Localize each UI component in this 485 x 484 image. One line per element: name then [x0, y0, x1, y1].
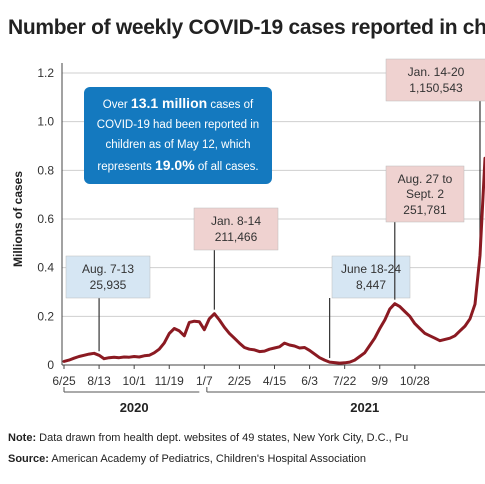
- x-tick-label: 7/22: [333, 374, 357, 388]
- annotation-box: [331, 255, 411, 299]
- annotation-label: Aug. 27 to: [398, 172, 453, 186]
- y-tick-label: 1.2: [37, 66, 54, 80]
- chart-title: Number of weekly COVID-19 cases reported…: [8, 16, 485, 39]
- annotation-label: June 18-24: [341, 262, 401, 276]
- annotation-value: 1,150,543: [409, 81, 463, 95]
- series-line: [62, 156, 485, 365]
- x-tick-label: 2/25: [228, 374, 252, 388]
- y-tick-label: 0.4: [37, 261, 54, 275]
- annotation-box: [65, 255, 151, 299]
- x-tick-label: 1/7: [196, 374, 213, 388]
- year-label: 2021: [350, 400, 379, 415]
- source-line: Source: American Academy of Pediatrics, …: [8, 453, 485, 465]
- annotation-box: [385, 165, 465, 223]
- x-tick-label: 11/19: [155, 374, 184, 388]
- annotation-label: Jan. 8-14: [211, 214, 261, 228]
- annotation-label: Sept. 2: [406, 187, 444, 201]
- year-label: 2020: [120, 400, 149, 415]
- annotation-box: [193, 207, 279, 251]
- annotation-box: [385, 58, 485, 102]
- callout-text-2: cases of: [207, 99, 254, 111]
- line-chart: 0 0.2 0.4 0.6 0.8 1.0 1.2 Millions of cases 6/25…: [11, 58, 485, 415]
- note-text: Data drawn from health dept. websites of…: [36, 432, 409, 444]
- annotation-value: 25,935: [90, 278, 127, 292]
- x-tick-label: 4/15: [263, 374, 287, 388]
- x-tick-label: 8/13: [87, 374, 111, 388]
- callout-percent: 19.0%: [154, 157, 195, 173]
- source-text: American Academy of Pediatrics, Children…: [48, 453, 366, 465]
- note-label: Note:: [8, 432, 37, 444]
- annotation-label: Aug. 7-13: [82, 262, 134, 276]
- y-axis-label: Millions of cases: [11, 171, 25, 267]
- x-tick-label: 10/1: [122, 374, 146, 388]
- y-tick-label: 0.6: [37, 212, 54, 226]
- y-tick-label: 0.2: [37, 309, 54, 323]
- y-tick-label: 0: [47, 358, 54, 372]
- annotation-value: 251,781: [403, 203, 447, 217]
- callout-text-5: represents: [97, 161, 155, 173]
- annotation-value: 211,466: [215, 230, 258, 244]
- y-tick-label: 1.0: [37, 115, 54, 129]
- x-tick-label: 6/3: [301, 374, 318, 388]
- callout-text-3: COVID-19 had been reported in: [96, 119, 260, 131]
- footnote: Note: Data drawn from health dept. websi…: [8, 432, 485, 444]
- annotation-label: Jan. 14-20: [408, 65, 465, 79]
- x-tick-label: 9/9: [371, 374, 388, 388]
- x-tick-label: 10/28: [400, 374, 430, 388]
- y-tick-label: 0.8: [37, 163, 54, 177]
- annotation-value: 8,447: [356, 278, 386, 292]
- summary-callout: Over 13.1 million cases of COVID-19 had …: [84, 87, 272, 184]
- callout-text-4: children as of May 12, which: [105, 139, 251, 151]
- x-tick-label: 6/25: [52, 374, 76, 388]
- source-label: Source:: [8, 453, 49, 465]
- callout-text-1: Over: [102, 99, 131, 111]
- callout-total-cases: 13.1 million: [130, 95, 208, 111]
- callout-text-6: of all cases.: [194, 161, 259, 173]
